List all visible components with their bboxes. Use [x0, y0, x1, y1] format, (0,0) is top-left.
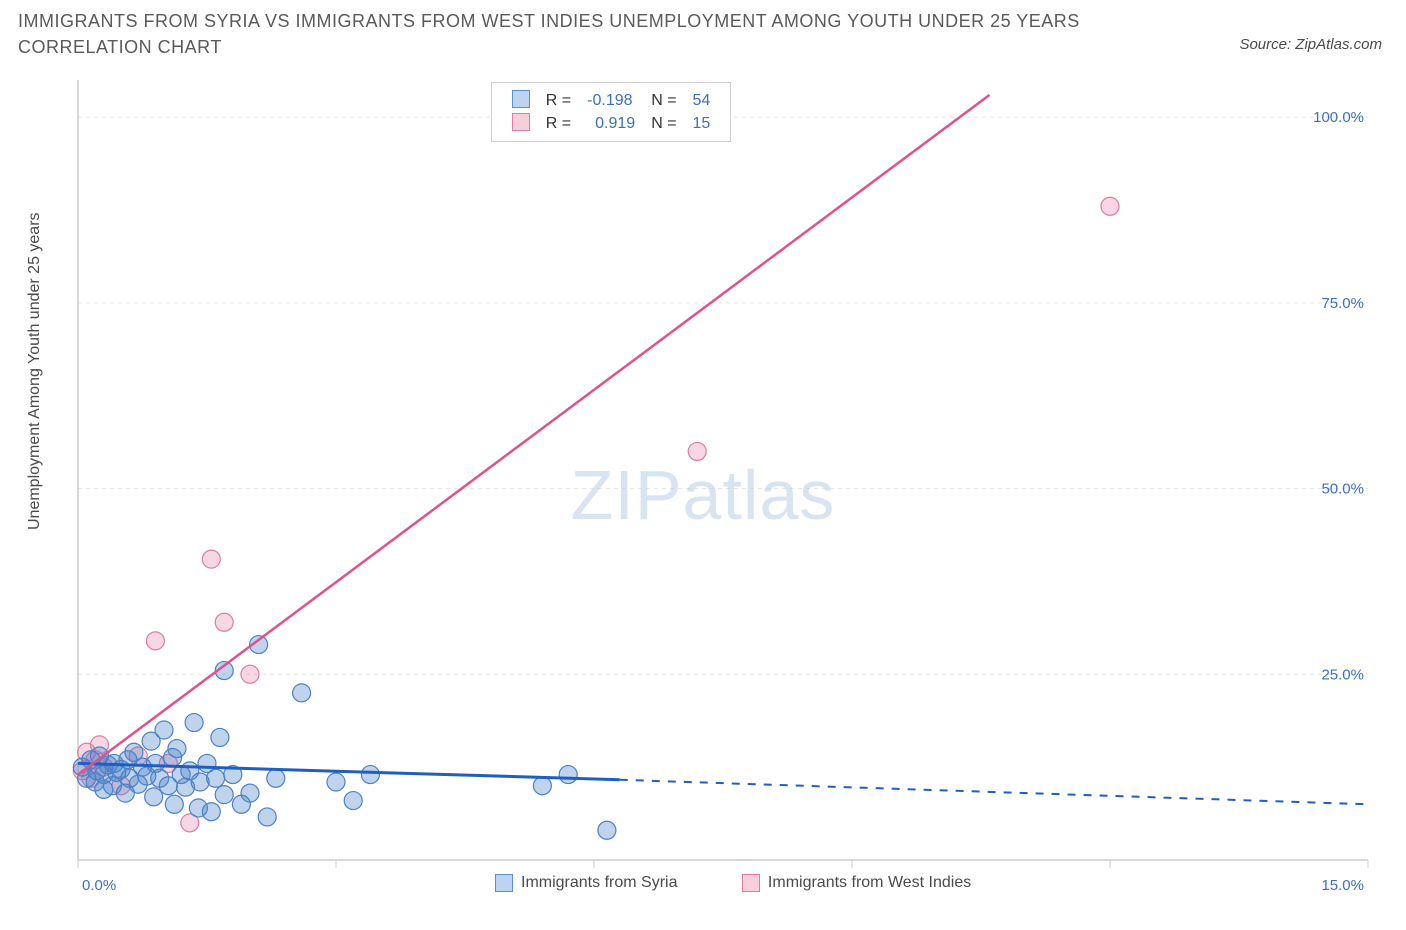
svg-text:25.0%: 25.0% [1321, 666, 1364, 683]
legend-n-value-westindies: 15 [685, 112, 719, 135]
y-axis-label: Unemployment Among Youth under 25 years [26, 212, 44, 530]
legend-swatch-syria [512, 90, 530, 108]
svg-text:0.0%: 0.0% [82, 877, 116, 894]
legend-stats-box: R = -0.198 N = 54 R = 0.919 N = 15 [491, 82, 732, 142]
legend-r-value-syria: -0.198 [579, 89, 643, 112]
legend-n-value-syria: 54 [685, 89, 719, 112]
legend-r-value-westindies: 0.919 [579, 112, 643, 135]
svg-text:50.0%: 50.0% [1321, 481, 1364, 498]
scatter-plot: 25.0% 50.0% 75.0% 100.0% 0.0% 15.0% [18, 80, 1388, 910]
source-credit: Source: ZipAtlas.com [1239, 36, 1382, 53]
legend-series: Immigrants from Syria Immigrants from We… [465, 874, 1001, 897]
legend-swatch-westindies-icon [742, 874, 760, 892]
legend-swatch-westindies [512, 113, 530, 131]
legend-swatch-syria-icon [495, 874, 513, 892]
svg-text:75.0%: 75.0% [1321, 295, 1364, 312]
chart-title: IMMIGRANTS FROM SYRIA VS IMMIGRANTS FROM… [18, 8, 1118, 60]
legend-item-westindies: Immigrants from West Indies [742, 874, 971, 892]
legend-item-syria: Immigrants from Syria [495, 874, 677, 892]
svg-text:100.0%: 100.0% [1313, 109, 1364, 126]
chart-area: Unemployment Among Youth under 25 years … [18, 80, 1388, 910]
svg-text:15.0%: 15.0% [1321, 877, 1364, 894]
legend-n-label: N = [643, 89, 684, 112]
legend-r-label: R = [538, 89, 579, 112]
